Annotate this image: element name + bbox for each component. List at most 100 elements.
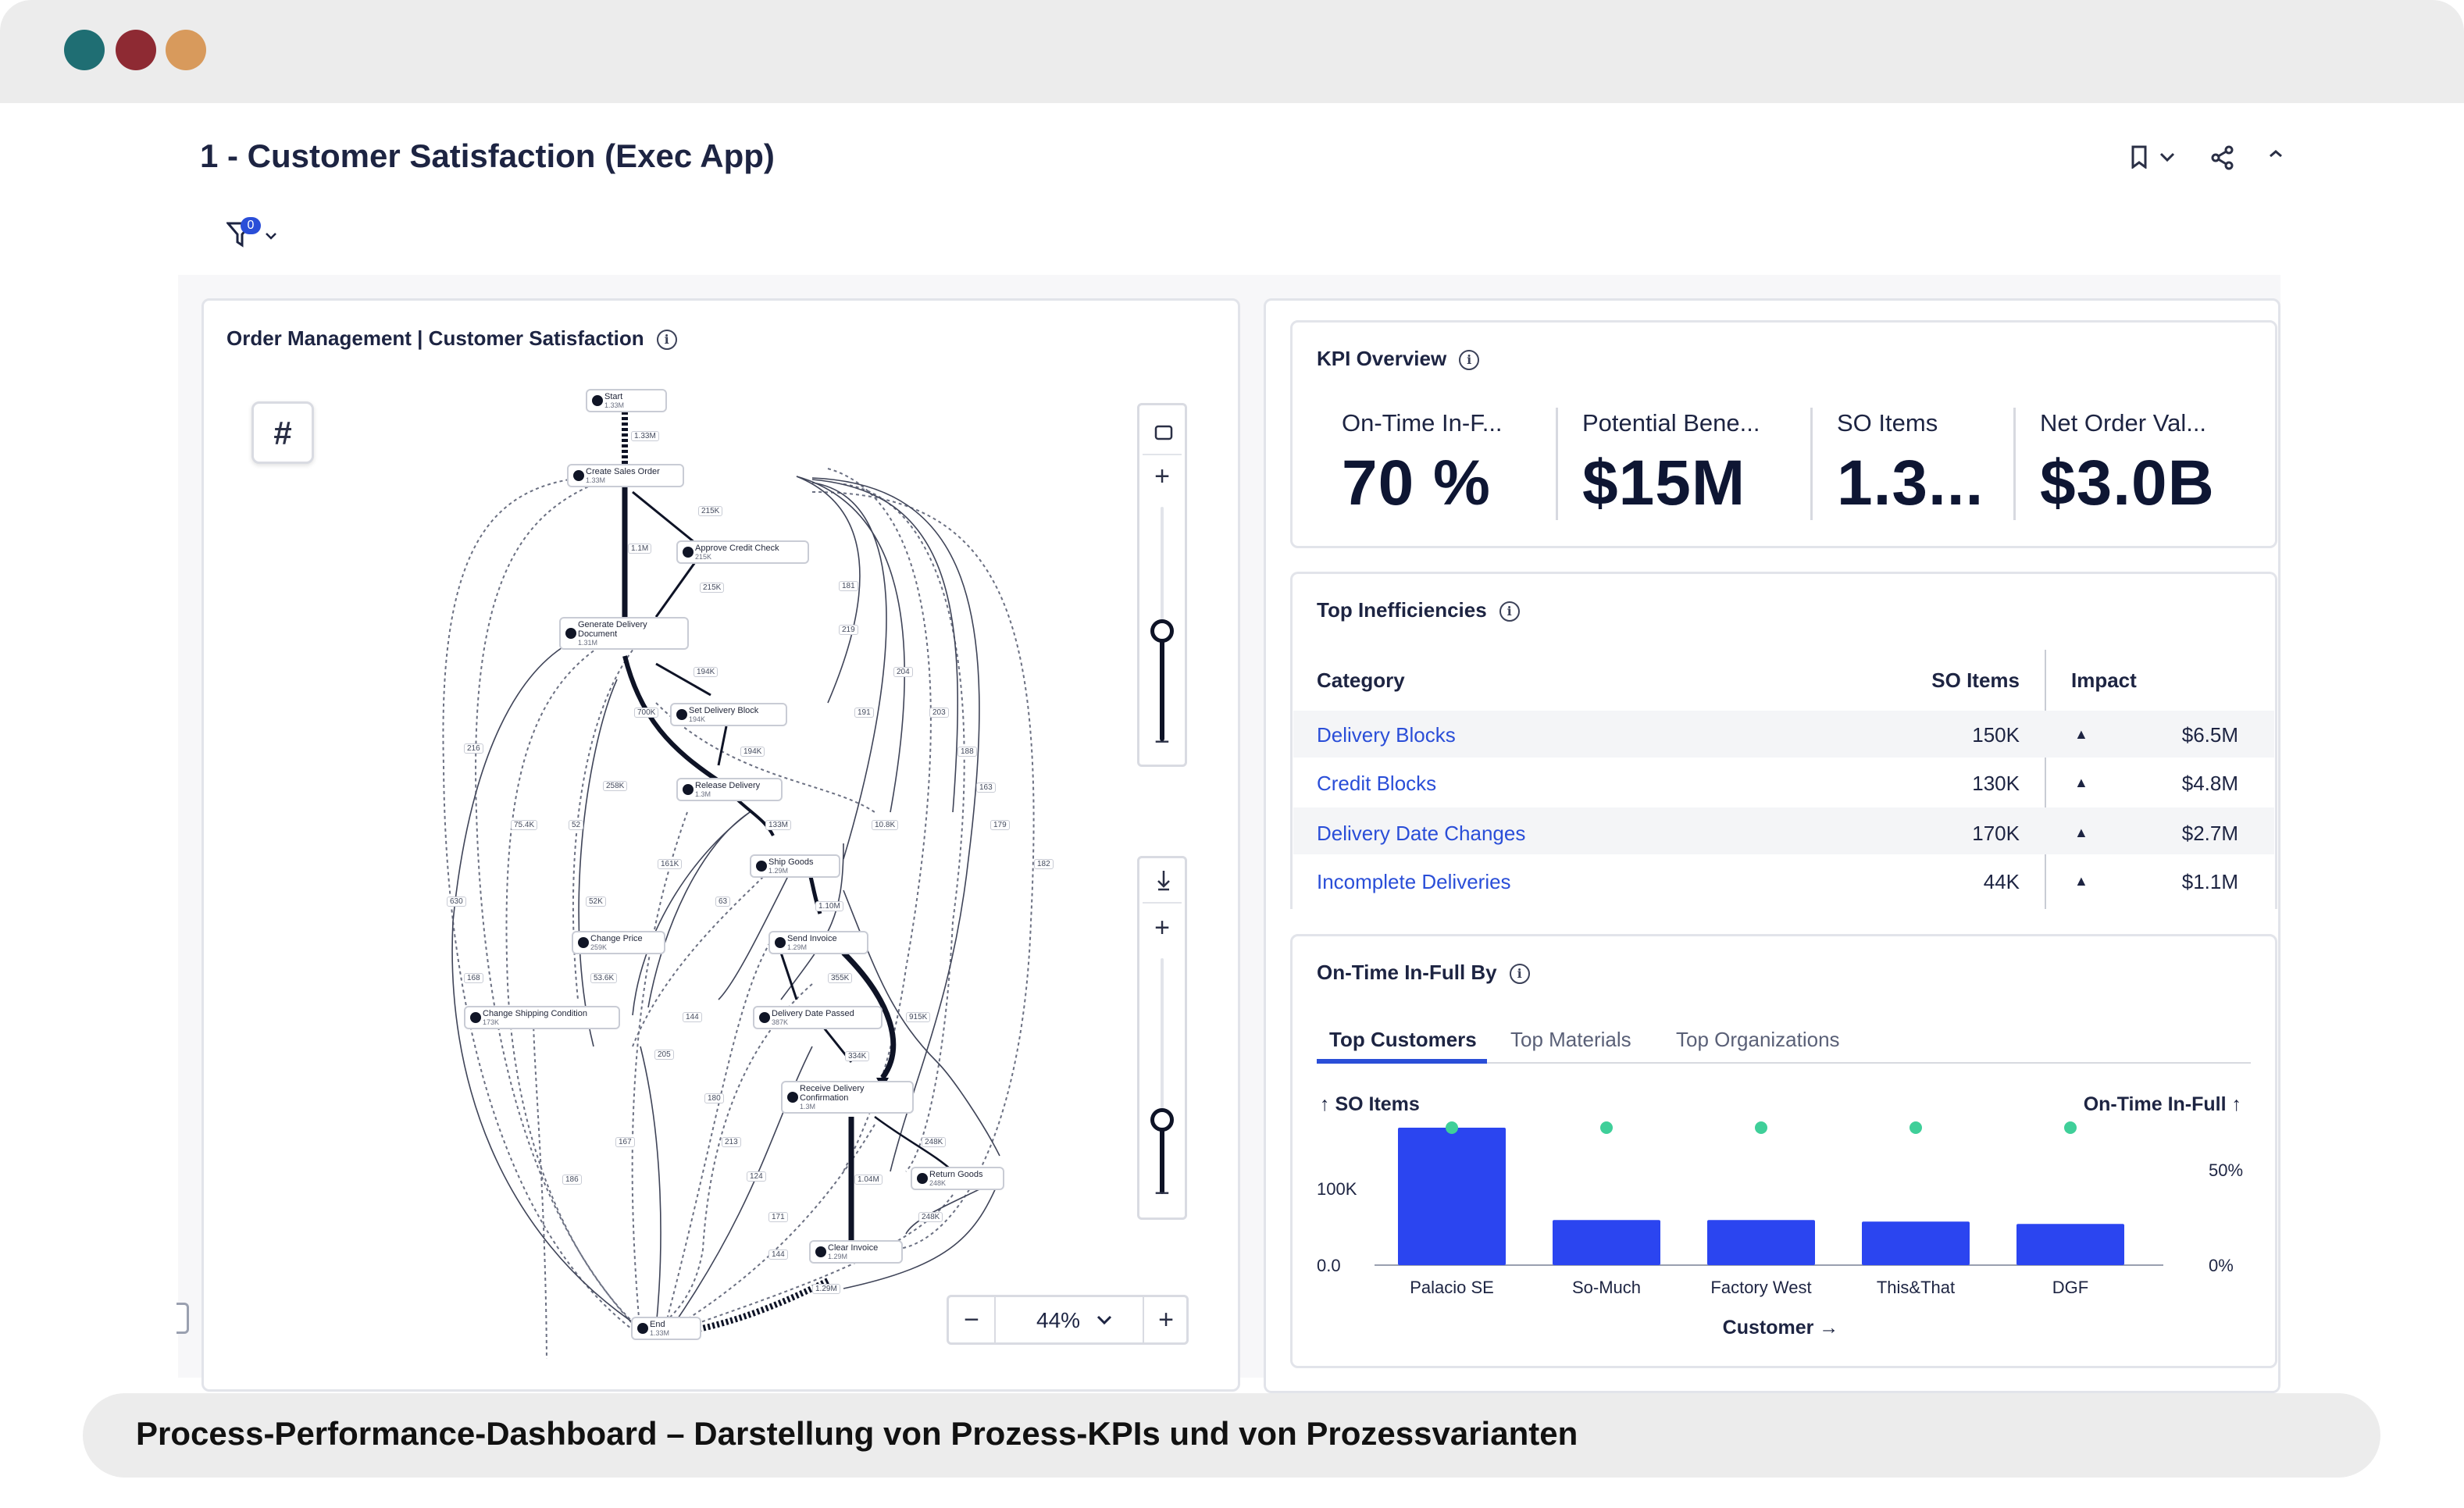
zoom-bar: − 44% + xyxy=(947,1295,1189,1345)
category-link[interactable]: Credit Blocks xyxy=(1317,772,1437,795)
x-tick-label: Factory West xyxy=(1710,1278,1811,1297)
process-node[interactable]: Generate Delivery Document 1.31M xyxy=(559,617,689,650)
process-node[interactable]: Change Shipping Condition 173K xyxy=(464,1006,620,1029)
process-node-count: 387K xyxy=(772,1018,789,1026)
edge-frequency-label: 179 xyxy=(990,820,1010,830)
chevron-down-icon[interactable] xyxy=(2159,145,2176,175)
info-icon[interactable]: i xyxy=(656,330,677,351)
left-axis-title: ↑ SO Items xyxy=(1320,1093,1420,1115)
tab-top-materials[interactable]: Top Materials xyxy=(1510,1028,1631,1051)
zoom-slider-handle[interactable] xyxy=(1150,619,1174,643)
window-close-dot[interactable] xyxy=(64,30,105,70)
edge-frequency-label: 163 xyxy=(976,783,996,793)
chevron-down-icon xyxy=(266,233,276,240)
process-node-label: Change Price xyxy=(590,934,643,943)
edge-frequency-label: 52K xyxy=(586,897,606,907)
filter-button[interactable]: 0 xyxy=(226,217,281,251)
detail-increase-button[interactable]: + xyxy=(1154,913,1170,943)
edge-frequency-label: 1.04M xyxy=(854,1175,883,1185)
window-minimize-dot[interactable] xyxy=(116,30,156,70)
otif-chart[interactable]: 0.0 100K 0% 50% Palacio SE So-Much Factory Wes… xyxy=(1312,1117,2249,1320)
fit-view-icon[interactable] xyxy=(1154,424,1173,441)
impact-value: $2.7M xyxy=(2181,822,2238,845)
process-node-label: Generate Delivery Document xyxy=(578,620,647,639)
download-arrow-icon[interactable] xyxy=(1154,869,1173,891)
kpi-value-so-items[interactable]: 1.3... xyxy=(1837,447,1984,519)
category-link[interactable]: Incomplete Deliveries xyxy=(1317,870,1511,893)
process-node[interactable]: Set Delivery Block 194K xyxy=(670,703,787,726)
category-link[interactable]: Delivery Blocks xyxy=(1317,723,1456,747)
process-node[interactable]: Create Sales Order 1.33M xyxy=(567,464,684,487)
edge-frequency-label: 213 xyxy=(722,1137,741,1147)
point-otif xyxy=(2064,1121,2077,1134)
tab-top-customers[interactable]: Top Customers xyxy=(1329,1028,1477,1051)
detail-decrease-button[interactable]: − xyxy=(1154,1178,1170,1208)
process-node[interactable]: End 1.33M xyxy=(631,1317,701,1340)
zoom-bar-minus-button[interactable]: − xyxy=(964,1305,979,1335)
kpi-value-otif[interactable]: 70 % xyxy=(1342,447,1491,519)
filter-count-badge: 0 xyxy=(241,217,261,234)
process-node[interactable]: Send Invoice 1.29M xyxy=(768,931,868,954)
column-header-category[interactable]: Category xyxy=(1317,668,1405,692)
process-node[interactable]: Release Delivery 1.3M xyxy=(676,778,783,801)
detail-slider-handle[interactable] xyxy=(1150,1108,1174,1132)
window-maximize-dot[interactable] xyxy=(166,30,206,70)
edge-frequency-label: 180 xyxy=(704,1093,724,1103)
so-items-value: 44K xyxy=(1983,870,2020,893)
tab-top-organizations[interactable]: Top Organizations xyxy=(1676,1028,1840,1051)
info-icon[interactable]: i xyxy=(1459,350,1480,371)
zoom-level-value: 44% xyxy=(1036,1308,1081,1332)
zoom-in-button[interactable]: + xyxy=(1154,462,1170,491)
process-node-label: Ship Goods xyxy=(768,857,814,867)
zoom-out-button[interactable]: − xyxy=(1154,727,1170,757)
info-icon[interactable]: i xyxy=(1509,964,1530,985)
kpi-label-benefit: Potential Bene... xyxy=(1582,409,1760,437)
edge-frequency-label: 186 xyxy=(562,1175,582,1185)
process-node[interactable]: Delivery Date Passed 387K xyxy=(753,1006,883,1029)
process-node[interactable]: Clear Invoice 1.29M xyxy=(809,1240,903,1264)
column-header-so-items[interactable]: SO Items xyxy=(1931,668,2020,692)
process-node[interactable]: Start 1.33M xyxy=(586,389,667,412)
edge-frequency-label: 700K xyxy=(634,708,659,718)
x-tick-label: This&That xyxy=(1877,1278,1955,1297)
activity-dot-icon xyxy=(565,628,576,639)
column-header-impact[interactable]: Impact xyxy=(2071,668,2137,692)
activity-dot-icon xyxy=(775,937,786,948)
zoom-bar-plus-button[interactable]: + xyxy=(1158,1305,1174,1335)
zoom-level-select[interactable]: 44% xyxy=(996,1297,1143,1342)
activity-dot-icon xyxy=(578,937,589,948)
x-axis-title: Customer → xyxy=(1722,1317,1839,1339)
edge-frequency-label: 182 xyxy=(1034,859,1054,869)
sidebar-expand-handle[interactable] xyxy=(177,1303,189,1334)
process-node[interactable]: Receive Delivery Confirmation 1.3M xyxy=(781,1081,914,1114)
so-items-value: 130K xyxy=(1972,772,2020,795)
process-node[interactable]: Approve Credit Check 215K xyxy=(676,540,809,564)
bookmark-icon[interactable] xyxy=(2131,145,2148,175)
zoom-slider-control[interactable]: + − xyxy=(1137,403,1187,767)
detail-track[interactable] xyxy=(1161,958,1164,1192)
category-link[interactable]: Delivery Date Changes xyxy=(1317,822,1526,845)
edge-frequency-label: 915K xyxy=(906,1012,931,1022)
process-node[interactable]: Change Price 259K xyxy=(572,931,665,954)
toggle-frequency-button[interactable]: # xyxy=(251,401,314,464)
share-icon[interactable] xyxy=(2210,145,2235,176)
inefficiencies-title: Top Inefficiencies i xyxy=(1317,598,1520,622)
edge-frequency-label: 52 xyxy=(569,820,584,830)
info-icon[interactable]: i xyxy=(1499,601,1520,622)
kpi-label-otif: On-Time In-F... xyxy=(1342,409,1503,437)
process-node-count: 1.33M xyxy=(586,476,606,484)
process-node-label: Release Delivery xyxy=(695,781,761,790)
collapse-icon[interactable] xyxy=(2268,141,2284,167)
window-titlebar xyxy=(0,0,2464,103)
kpi-value-benefit[interactable]: $15M xyxy=(1582,447,1746,519)
bar-so-items xyxy=(1862,1221,1970,1265)
kpi-value-net-order[interactable]: $3.0B xyxy=(2040,447,2215,519)
zoom-track-fill xyxy=(1160,632,1164,741)
process-graph[interactable] xyxy=(406,375,1093,1359)
process-node[interactable]: Ship Goods 1.29M xyxy=(750,854,840,878)
process-node-label: Set Delivery Block xyxy=(689,706,759,715)
edge-frequency-label: 167 xyxy=(615,1137,635,1147)
detail-slider-control[interactable]: + − xyxy=(1137,856,1187,1220)
process-node[interactable]: Return Goods 248K xyxy=(911,1167,1004,1190)
